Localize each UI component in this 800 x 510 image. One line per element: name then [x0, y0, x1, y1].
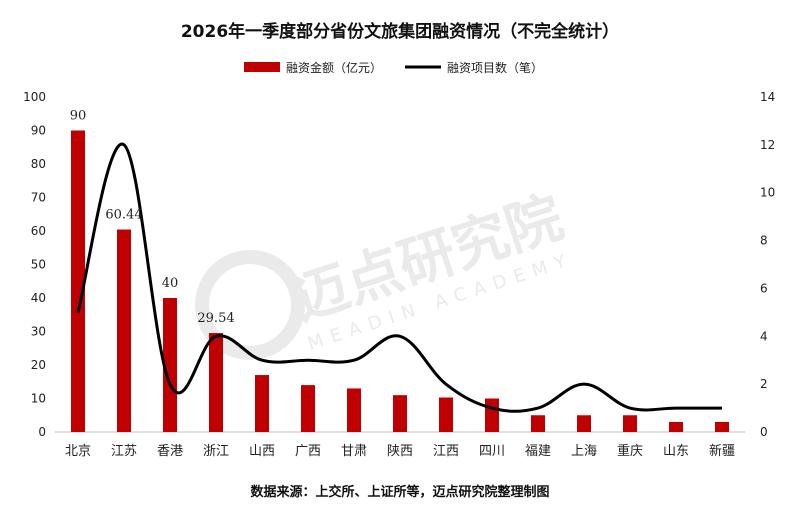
category-label: 上海 — [571, 444, 597, 459]
data-label: 60.44 — [105, 208, 142, 223]
y-left-tick-label: 20 — [31, 358, 46, 372]
category-label: 香港 — [157, 444, 183, 459]
category-label: 四川 — [479, 444, 505, 459]
bar — [485, 398, 499, 432]
category-label: 新疆 — [709, 443, 735, 459]
category-label: 重庆 — [617, 443, 643, 459]
line-series — [76, 142, 722, 413]
y-left-tick-label: 90 — [31, 124, 46, 138]
y-right-tick-label: 6 — [760, 281, 768, 295]
y-left-tick-label: 10 — [31, 392, 46, 406]
bar — [669, 421, 683, 432]
y-left-tick-label: 0 — [38, 425, 46, 439]
legend-bar-label: 融资金额（亿元） — [286, 60, 382, 75]
category-labels: 北京 江苏 香港 浙江 山西 广西 甘肃 陕西 江西 四川 福建 上海 重庆 山东 新疆 — [65, 443, 735, 459]
y-right-tick-label: 2 — [760, 377, 768, 391]
chart-title: 2026年一季度部分省份文旅集团融资情况（不完全统计） — [181, 21, 619, 42]
data-labels: 90 60.44 40 29.54 — [70, 109, 235, 327]
legend-bar-swatch — [244, 62, 280, 72]
category-label: 福建 — [525, 444, 551, 459]
y-left-tick-label: 60 — [31, 224, 46, 238]
y-right-tick-label: 8 — [760, 234, 768, 248]
bar — [255, 375, 269, 432]
bar — [347, 388, 361, 432]
bar — [301, 385, 315, 432]
bar — [623, 415, 637, 432]
bar — [577, 415, 591, 432]
bar — [71, 130, 85, 432]
bar — [439, 397, 453, 432]
y-left-tick-label: 80 — [31, 157, 46, 171]
y-left-tick-label: 30 — [31, 325, 46, 339]
bar — [209, 333, 223, 432]
y-right-tick-label: 12 — [760, 138, 775, 152]
category-label: 江苏 — [111, 443, 137, 459]
bar — [117, 229, 131, 432]
source-note: 数据来源：上交所、上证所等，迈点研究院整理制图 — [250, 484, 549, 500]
line-path — [76, 142, 722, 413]
legend: 融资金额（亿元） 融资项目数（笔） — [244, 60, 543, 75]
bar — [163, 298, 177, 432]
category-label: 浙江 — [203, 444, 229, 459]
y-left-tick-label: 100 — [23, 90, 46, 104]
bar — [715, 421, 729, 432]
data-label: 90 — [70, 109, 87, 124]
y-left-tick-label: 40 — [31, 291, 46, 305]
axes: 0 10 20 30 40 50 60 70 80 90 100 0 2 4 6 8 10 12 14 — [23, 90, 775, 439]
category-label: 广西 — [295, 444, 321, 459]
bars — [71, 130, 729, 432]
category-label: 北京 — [65, 444, 91, 459]
data-label: 40 — [162, 276, 179, 291]
y-left-tick-label: 50 — [31, 258, 46, 272]
category-label: 甘肃 — [341, 444, 367, 459]
y-right-tick-label: 10 — [760, 186, 775, 200]
bar — [393, 395, 407, 432]
bar — [531, 415, 545, 432]
category-label: 山东 — [663, 444, 689, 459]
y-left-tick-label: 70 — [31, 191, 46, 205]
data-label: 29.54 — [197, 311, 234, 326]
y-right-tick-label: 0 — [760, 425, 768, 439]
category-label: 江西 — [433, 444, 459, 459]
category-label: 陕西 — [387, 444, 413, 459]
legend-line-label: 融资项目数（笔） — [447, 60, 543, 75]
category-label: 山西 — [249, 444, 275, 459]
y-right-tick-label: 4 — [760, 329, 768, 343]
y-right-tick-label: 14 — [760, 90, 775, 104]
watermark: 迈点研究院 MEADIN ACADEMY — [195, 185, 576, 360]
